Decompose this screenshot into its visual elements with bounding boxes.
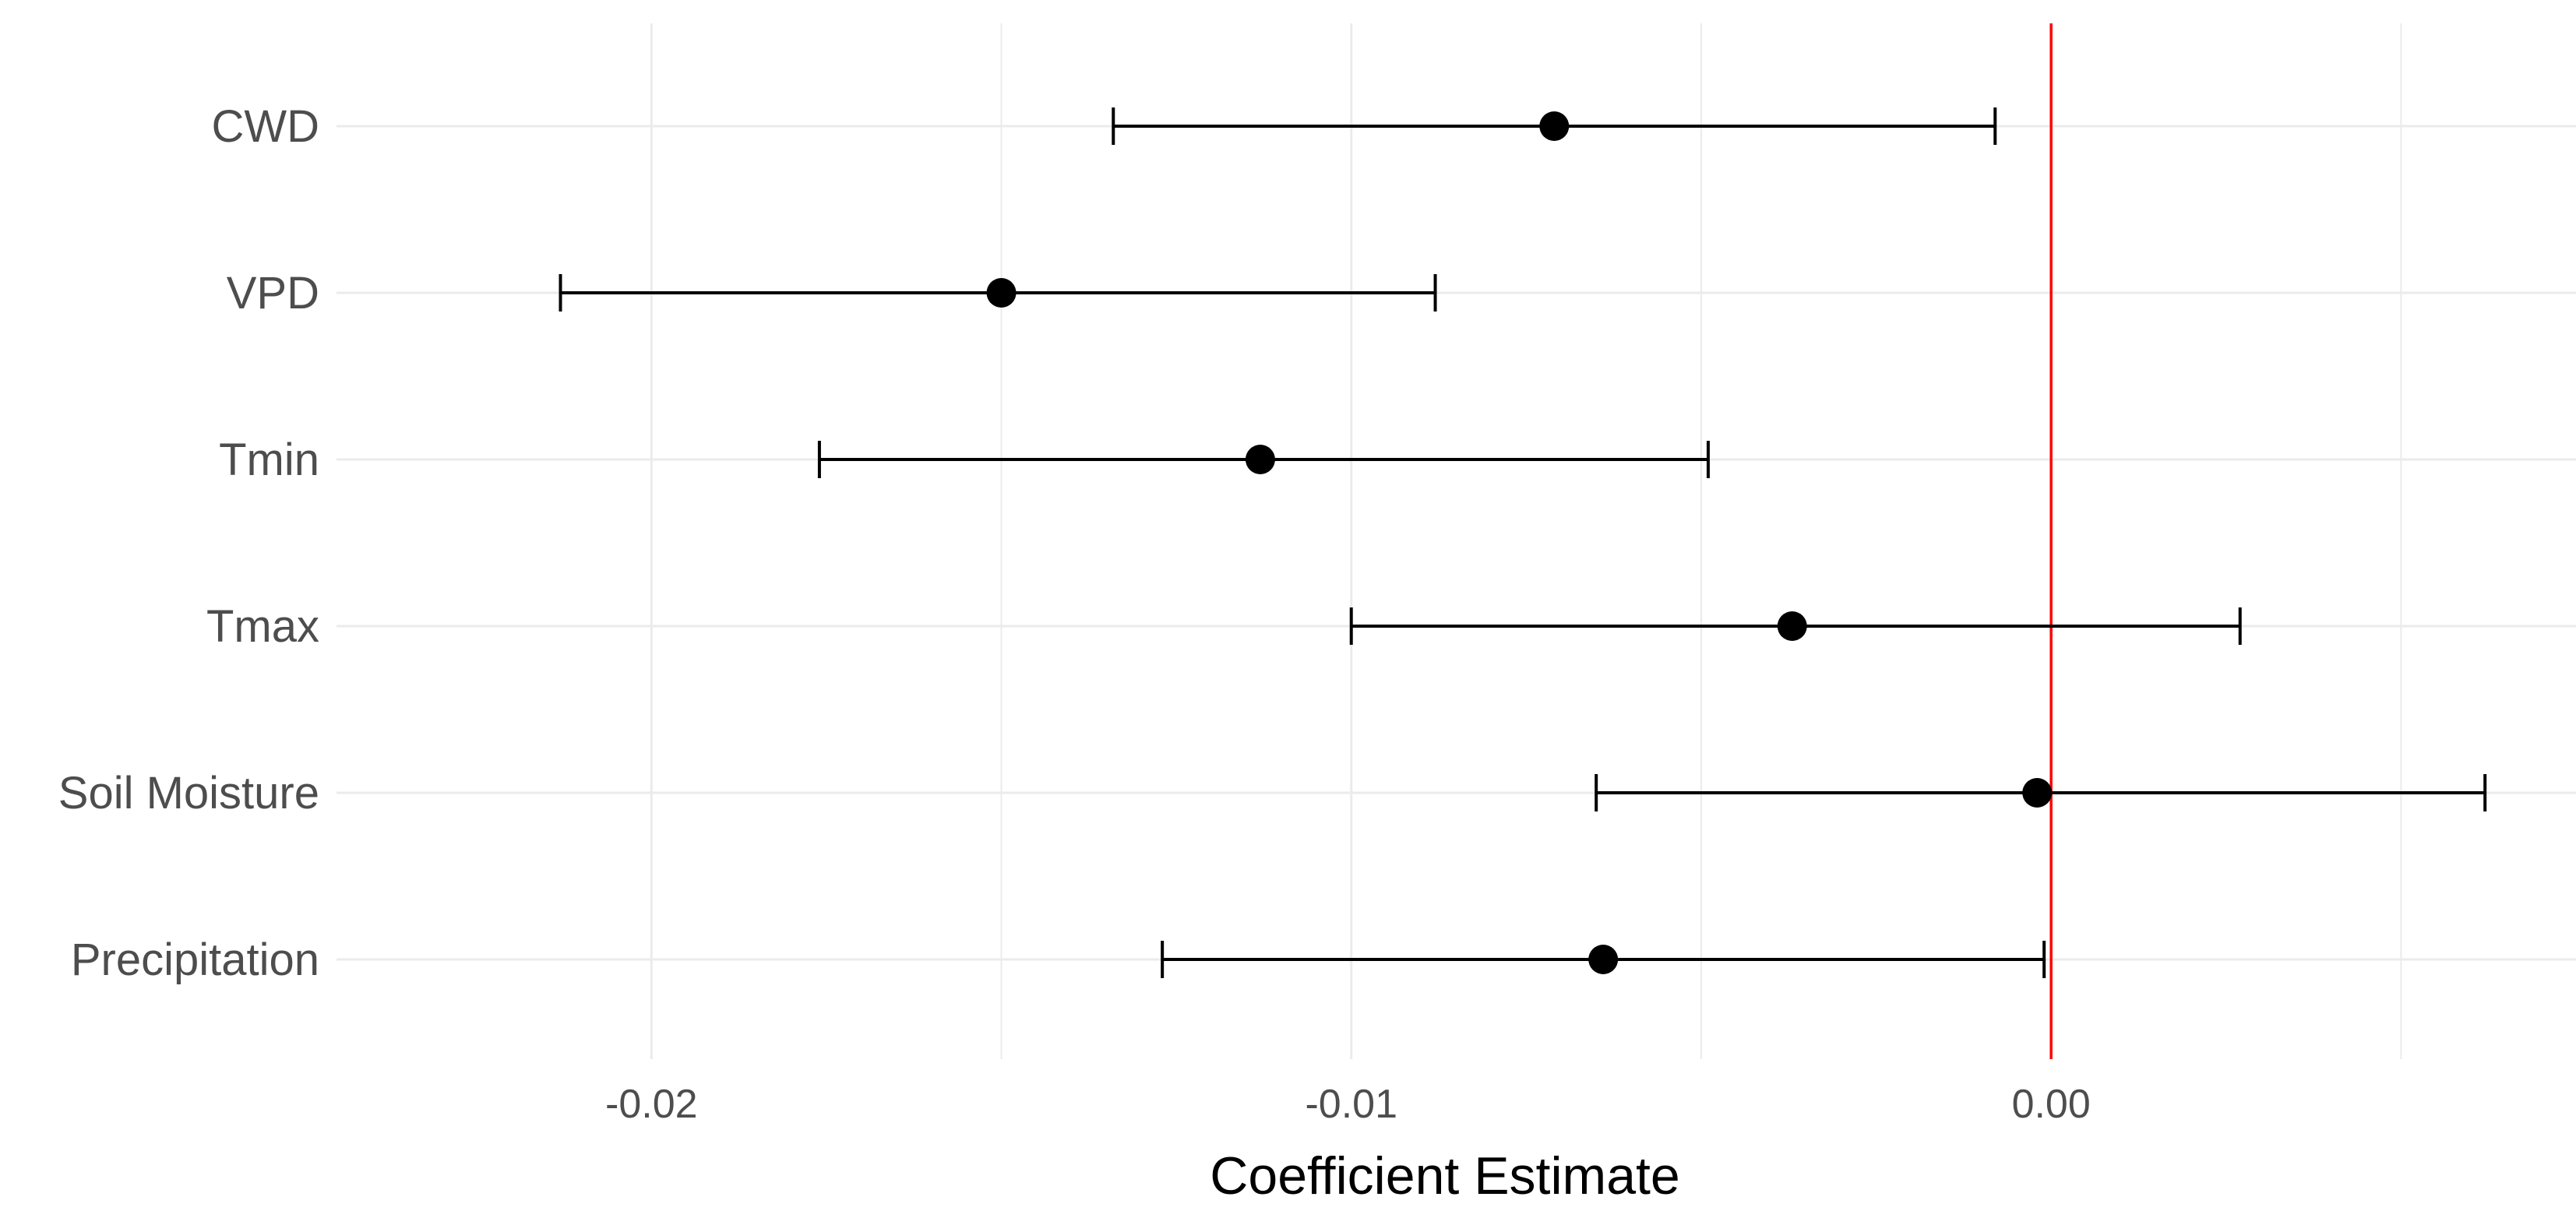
estimate-point [1539, 111, 1570, 141]
estimate-point [1245, 445, 1275, 474]
errorbar-layer [559, 107, 2487, 978]
y-tick-label: CWD [211, 101, 319, 152]
estimate-point [986, 278, 1017, 308]
y-tick-label: Precipitation [71, 935, 319, 985]
estimate-point [2022, 778, 2053, 808]
y-tick-label: VPD [227, 268, 319, 319]
y-tick-label: Soil Moisture [58, 768, 319, 818]
x-tick-label: -0.02 [605, 1082, 698, 1127]
y-tick-labels: CWD VPD Tmin Tmax Soil Moisture Precipitation [58, 101, 319, 985]
point-layer [986, 111, 2053, 974]
x-tick-label: 0.00 [2012, 1082, 2091, 1127]
grid-layer [337, 23, 2576, 1059]
y-tick-label: Tmax [206, 601, 319, 652]
estimate-point [1777, 611, 1807, 641]
estimate-point [1588, 945, 1619, 974]
x-tick-labels: -0.02 -0.01 0.00 [605, 1082, 2091, 1127]
x-axis-title: Coefficient Estimate [1210, 1146, 1679, 1206]
x-tick-label: -0.01 [1305, 1082, 1397, 1127]
y-tick-label: Tmin [219, 435, 319, 485]
